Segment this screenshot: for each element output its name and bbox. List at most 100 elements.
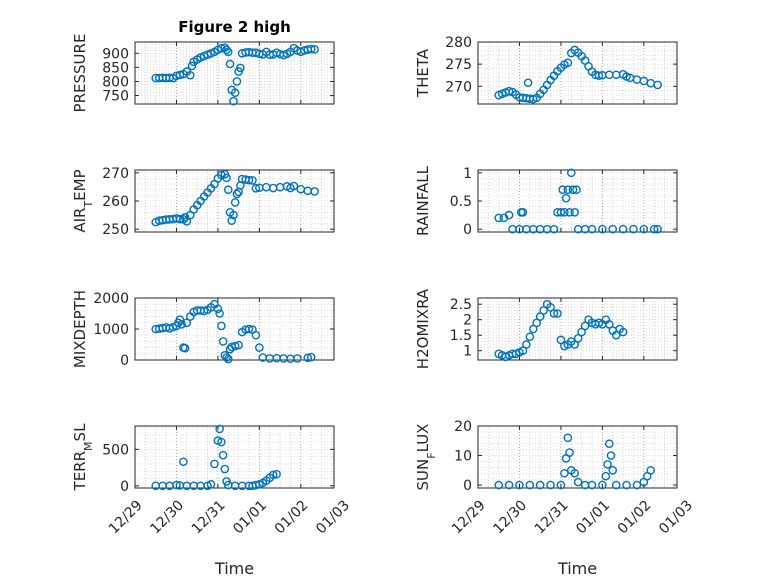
ytick-label: 500 <box>102 442 129 458</box>
data-point <box>515 480 524 490</box>
data-point <box>565 448 574 457</box>
ytick-label: 0 <box>463 478 472 494</box>
ytick-label: 10 <box>454 449 472 465</box>
ytick-label: 1000 <box>93 322 129 338</box>
data-point <box>222 353 231 362</box>
data-point <box>560 468 569 478</box>
data-point <box>632 480 642 490</box>
y-axis-label: TERRMSL <box>71 423 95 492</box>
ytick-label: 900 <box>102 46 129 62</box>
data-point <box>522 340 531 349</box>
ytick-label: 0 <box>463 222 472 238</box>
xtick-label: 12/30 <box>147 497 187 537</box>
xtick-label: 01/03 <box>656 497 696 537</box>
data-point <box>223 354 233 364</box>
data-point <box>608 465 618 475</box>
data-point <box>568 185 578 195</box>
data-point <box>556 480 566 490</box>
data-point <box>561 193 571 203</box>
data-point <box>563 433 573 443</box>
data-point <box>539 306 548 315</box>
data-point <box>603 460 612 469</box>
data-point <box>618 224 628 234</box>
data-point <box>523 78 533 88</box>
data-point <box>236 63 245 73</box>
data-point <box>518 207 528 217</box>
data-point <box>180 343 190 353</box>
data-point <box>622 480 631 490</box>
data-point <box>225 59 235 69</box>
axes-frame <box>477 425 678 489</box>
data-point <box>268 470 278 480</box>
data-point <box>223 185 233 195</box>
ytick-label: 270 <box>445 79 472 95</box>
data-point <box>566 168 576 178</box>
ytick-label: 1 <box>463 166 472 182</box>
data-point <box>606 451 616 460</box>
data-point <box>573 333 583 343</box>
data-point <box>653 80 662 90</box>
axes-rainfall: 0 0.5 1 RAINFALL <box>414 165 678 238</box>
data-point <box>560 207 569 217</box>
xtick-label: 01/02 <box>615 497 655 537</box>
axes-frame <box>134 425 335 489</box>
data-point <box>518 346 528 356</box>
ytick-label: 850 <box>102 60 129 76</box>
data-point <box>217 437 226 447</box>
y-axis-label: PRESSURE <box>71 34 89 113</box>
data-point <box>251 184 261 193</box>
data-point <box>546 302 555 312</box>
data-point <box>244 175 254 185</box>
data-point <box>179 457 188 467</box>
data-point <box>646 465 656 475</box>
data-point <box>504 480 514 490</box>
data-point <box>306 44 316 54</box>
data-point <box>570 340 580 349</box>
ytick-label: 20 <box>454 419 472 435</box>
ytick-label: 2.5 <box>450 297 472 313</box>
data-point <box>248 176 257 185</box>
data-point <box>504 210 514 220</box>
data-point <box>494 480 504 490</box>
data-point <box>310 45 319 54</box>
ytick-label: 800 <box>102 74 129 90</box>
data-point <box>175 70 185 80</box>
data-point <box>611 480 621 490</box>
data-point <box>577 327 586 337</box>
data-point <box>210 459 219 469</box>
data-point <box>215 309 224 318</box>
axes-frame <box>477 169 678 233</box>
y-axis-label: THETA <box>414 48 432 98</box>
axes-terr_msl: 0 500 TERRMSL 12/29 12/30 12/31 01/01 01/02 01/0… <box>71 423 353 578</box>
data-point <box>528 324 538 334</box>
data-point <box>218 450 228 460</box>
data-point <box>222 45 231 55</box>
data-point <box>525 332 535 342</box>
ytick-label: 275 <box>445 57 472 73</box>
axes-frame <box>477 297 678 361</box>
data-point <box>598 224 607 234</box>
data-point <box>532 318 542 328</box>
data-point <box>594 71 604 80</box>
xtick-label: 12/29 <box>106 497 146 537</box>
data-point <box>608 224 618 234</box>
data-point <box>230 341 240 351</box>
axes-frame <box>477 41 678 105</box>
xtick-label: 12/31 <box>532 497 572 537</box>
data-point <box>572 185 581 195</box>
data-point <box>535 480 545 490</box>
figure-title: Figure 2 high <box>178 18 291 36</box>
data-point <box>218 337 228 346</box>
data-point <box>255 343 264 352</box>
data-point <box>230 198 240 207</box>
data-point <box>563 58 573 68</box>
axes-h2omixra: 11.522.5 H2OMIXRA <box>414 288 678 369</box>
data-point <box>611 330 621 340</box>
data-point <box>272 469 281 479</box>
data-point <box>601 471 611 481</box>
data-point <box>220 464 230 474</box>
data-point <box>310 187 319 196</box>
